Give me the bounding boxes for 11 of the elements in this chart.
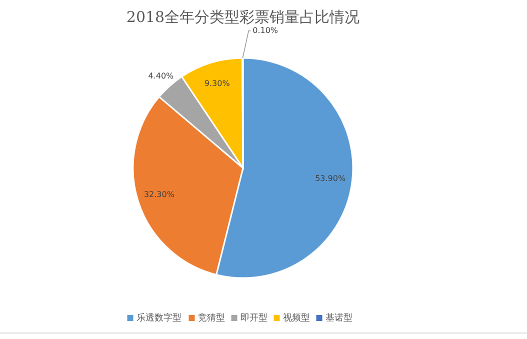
data-label: 4.40%: [148, 71, 174, 80]
data-label: 9.30%: [204, 79, 230, 88]
legend-label: 视频型: [282, 312, 310, 324]
chart-title: 2018全年分类型彩票销量占比情况: [126, 8, 360, 26]
legend-label: 基诺型: [325, 312, 352, 324]
data-label: 0.10%: [252, 26, 278, 35]
data-label: 32.30%: [144, 190, 175, 200]
legend-label: 乐透数字型: [136, 312, 182, 324]
legend-label: 即开型: [240, 312, 268, 324]
data-label: 53.90%: [315, 174, 346, 183]
legend-label: 竞猜型: [198, 312, 225, 324]
